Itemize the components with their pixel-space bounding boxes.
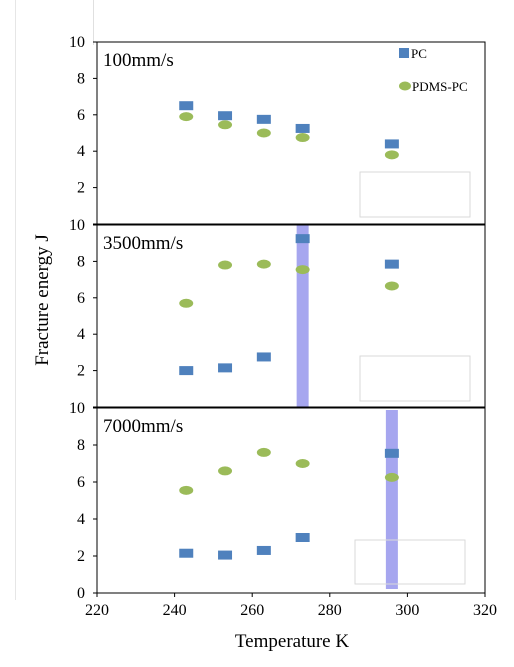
- panel-title: 3500mm/s: [103, 233, 183, 254]
- panel-title: 100mm/s: [103, 50, 174, 71]
- pc-point: [179, 366, 194, 376]
- legend-label-pc: PC: [411, 46, 427, 61]
- pdms-pc-point: [295, 133, 310, 143]
- pc-point: [218, 111, 233, 121]
- panel-frame: [96, 407, 486, 594]
- pc-point: [295, 123, 310, 133]
- pdms-pc-point: [384, 472, 399, 482]
- panel-1: 2 4 6 8 10 100mm/s: [69, 34, 486, 225]
- legend-label-pdms-pc: PDMS-PC: [412, 79, 468, 94]
- x-tick-label: 240: [163, 602, 187, 619]
- pc-point: [384, 259, 399, 269]
- y-tick-label: 6: [77, 474, 85, 491]
- legend-marker-pdms-pc: [399, 81, 411, 91]
- x-tick-label: 300: [395, 602, 419, 619]
- pc-point: [384, 448, 399, 458]
- pdms-pc-point: [256, 128, 271, 138]
- pdms-pc-point: [179, 485, 194, 495]
- pdms-pc-point: [179, 298, 194, 308]
- empty-inset-box: [359, 171, 471, 218]
- pdms-pc-point: [256, 447, 271, 457]
- y-tick-label: 0: [77, 585, 85, 602]
- y-tick-label: 10: [69, 217, 85, 234]
- pdms-pc-point: [218, 120, 233, 130]
- x-axis-tick-labels: 220 240 260 280 300 320: [85, 593, 497, 619]
- pc-point: [295, 234, 310, 244]
- pdms-pc-point: [218, 466, 233, 476]
- empty-inset-box: [354, 539, 466, 585]
- pc-point: [256, 352, 271, 362]
- pdms-pc-point: [295, 459, 310, 468]
- pc-point: [179, 548, 194, 558]
- x-tick-label: 280: [318, 602, 342, 619]
- y-tick-label: 4: [77, 326, 85, 343]
- pdms-pc-point: [384, 150, 399, 160]
- pc-point: [256, 545, 271, 555]
- pdms-pc-point: [256, 259, 271, 269]
- x-axis-title: Temperature K: [235, 631, 349, 652]
- pdms-pc-point: [179, 112, 194, 122]
- pc-point: [218, 363, 233, 373]
- empty-inset-box: [359, 355, 471, 402]
- pc-point: [218, 550, 233, 560]
- y-tick-label: 8: [77, 253, 85, 270]
- x-tick-label: 320: [473, 602, 497, 619]
- y-tick-label: 4: [77, 511, 85, 528]
- y-tick-label: 8: [77, 70, 85, 87]
- y-tick-label: 6: [77, 290, 85, 307]
- pdms-pc-point: [384, 281, 399, 291]
- panels-group: 2 4 6 8 10 100mm/s 2 4 6 8 10 3500mm/s 0 2 4 6 8 10 7000mm…: [69, 34, 486, 602]
- pdms-pc-point: [295, 265, 310, 275]
- panel-frame: [96, 41, 486, 225]
- pc-point: [295, 533, 310, 542]
- pdms-pc-point: [218, 260, 233, 270]
- legend-marker-pc: [399, 48, 409, 58]
- pc-point: [256, 114, 271, 124]
- y-tick-label: 4: [77, 143, 85, 160]
- y-axis-title: Fracture energy J: [32, 234, 53, 366]
- y-tick-label: 10: [69, 34, 85, 51]
- highlight-band: [296, 225, 309, 407]
- y-tick-label: 2: [77, 363, 85, 380]
- panel-2: 2 4 6 8 10 3500mm/s: [69, 217, 486, 408]
- highlight-band: [385, 410, 398, 589]
- y-tick-label: 2: [77, 548, 85, 565]
- x-tick-label: 220: [85, 602, 109, 619]
- pc-point: [384, 139, 399, 149]
- y-tick-label: 8: [77, 437, 85, 454]
- x-tick-label: 260: [240, 602, 264, 619]
- y-tick-label: 6: [77, 107, 85, 124]
- panel-frame: [96, 224, 486, 408]
- y-tick-label: 2: [77, 180, 85, 197]
- y-tick-label: 10: [69, 400, 85, 417]
- panel-3: 0 2 4 6 8 10 7000mm/s: [69, 400, 486, 602]
- pc-point: [179, 101, 194, 111]
- legend: PC PDMS-PC: [399, 46, 468, 94]
- panel-title: 7000mm/s: [103, 416, 183, 437]
